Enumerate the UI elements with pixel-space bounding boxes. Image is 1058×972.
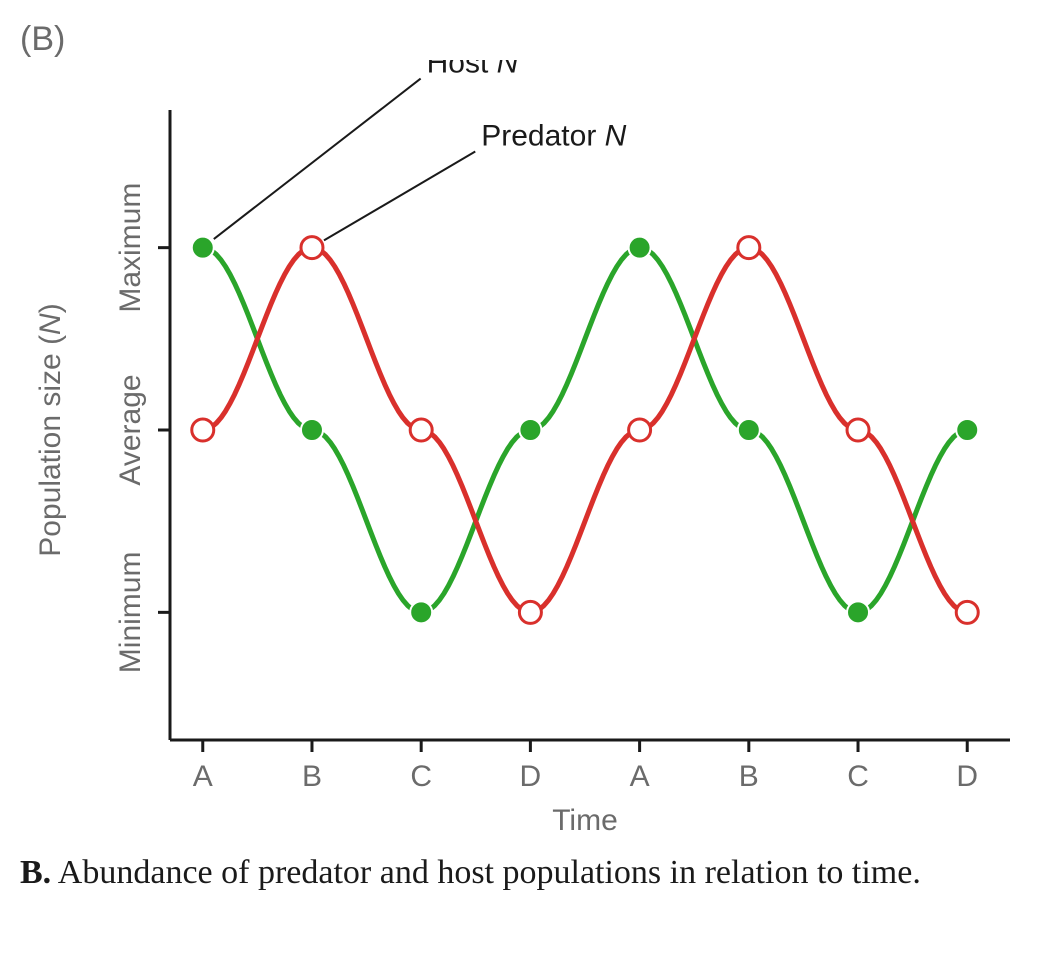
panel-label: (B) xyxy=(20,20,65,59)
series-marker-predator xyxy=(192,419,214,441)
x-tick-label: D xyxy=(956,760,978,793)
series-label-host: Host N xyxy=(427,60,519,80)
series-marker-host xyxy=(519,419,541,441)
series-marker-predator xyxy=(301,237,323,259)
x-axis-label: Time xyxy=(552,804,618,837)
series-marker-host xyxy=(847,601,869,623)
chart-svg: A B C D A B C D Minimum Average Maximum Time Populat… xyxy=(20,60,1040,840)
x-tick-label: C xyxy=(410,760,432,793)
series-marker-host xyxy=(738,419,760,441)
series-marker-host xyxy=(410,601,432,623)
series-marker-predator xyxy=(629,419,651,441)
x-tick-label: A xyxy=(193,760,213,793)
series-marker-predator xyxy=(738,237,760,259)
series-marker-host xyxy=(629,237,651,259)
x-tick-label: B xyxy=(302,760,322,793)
y-axis-label: Population size (N) xyxy=(34,303,67,556)
x-tick-label: C xyxy=(847,760,869,793)
figure-caption: B. Abundance of predator and host popula… xyxy=(20,850,1038,896)
series-marker-predator xyxy=(847,419,869,441)
figure-page: { "panel_label": "(B)", "caption_bold": … xyxy=(0,0,1058,972)
population-time-chart: A B C D A B C D Minimum Average Maximum Time Populat… xyxy=(20,60,1040,840)
y-tick-label: Average xyxy=(114,374,147,485)
series-marker-predator xyxy=(956,601,978,623)
series-label-predator: Predator N xyxy=(481,120,626,153)
caption-bold: B. xyxy=(20,854,51,891)
series-marker-predator xyxy=(410,419,432,441)
y-tick-label: Maximum xyxy=(114,183,147,313)
x-tick-label: D xyxy=(520,760,542,793)
series-marker-predator xyxy=(519,601,541,623)
caption-text: Abundance of predator and host populatio… xyxy=(51,854,921,891)
series-marker-host xyxy=(301,419,323,441)
series-marker-host xyxy=(192,237,214,259)
chart-bg xyxy=(20,60,1040,840)
x-tick-label: A xyxy=(630,760,650,793)
series-marker-host xyxy=(956,419,978,441)
x-tick-label: B xyxy=(739,760,759,793)
y-tick-label: Minimum xyxy=(114,552,147,674)
